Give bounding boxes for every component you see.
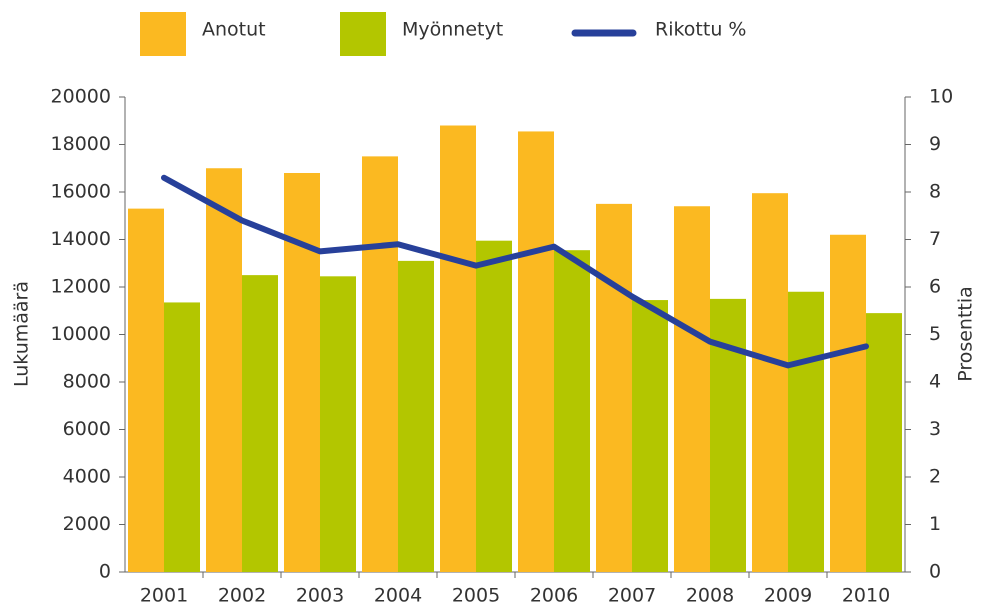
x-tick-label: 2007 bbox=[608, 585, 656, 607]
legend-label: Myönnetyt bbox=[402, 19, 503, 41]
y-tick-label: 4000 bbox=[63, 466, 111, 488]
legend-label: Rikottu % bbox=[655, 19, 746, 41]
bar bbox=[674, 206, 710, 572]
bar bbox=[206, 168, 242, 572]
bar bbox=[164, 302, 200, 572]
bar bbox=[632, 300, 668, 572]
legend-swatch bbox=[140, 12, 186, 56]
y-axis-label: Lukumäärä bbox=[11, 281, 33, 387]
x-tick-label: 2006 bbox=[530, 585, 578, 607]
y-tick-label: 0 bbox=[99, 561, 111, 583]
bar bbox=[362, 156, 398, 572]
x-tick-label: 2002 bbox=[218, 585, 266, 607]
y2-tick-label: 1 bbox=[929, 513, 941, 535]
y2-tick-label: 8 bbox=[929, 181, 941, 203]
bar bbox=[752, 193, 788, 572]
y-tick-label: 6000 bbox=[63, 418, 111, 440]
legend-swatch bbox=[340, 12, 386, 56]
bar bbox=[554, 250, 590, 572]
y2-tick-label: 10 bbox=[929, 86, 953, 108]
bar bbox=[320, 276, 356, 572]
y-tick-label: 2000 bbox=[63, 513, 111, 535]
bar bbox=[284, 173, 320, 572]
x-tick-label: 2010 bbox=[842, 585, 890, 607]
y2-tick-label: 0 bbox=[929, 561, 941, 583]
y2-tick-label: 4 bbox=[929, 371, 941, 393]
bar bbox=[596, 203, 632, 572]
y-tick-label: 16000 bbox=[51, 181, 111, 203]
line bbox=[161, 174, 869, 369]
y2-tick-label: 3 bbox=[929, 418, 941, 440]
y2-tick-label: 9 bbox=[929, 133, 941, 155]
bar bbox=[440, 125, 476, 572]
y-tick-label: 14000 bbox=[51, 228, 111, 250]
bar bbox=[242, 275, 278, 572]
bar bbox=[128, 208, 164, 572]
bar bbox=[476, 240, 512, 572]
bar bbox=[866, 313, 902, 572]
x-tick-label: 2005 bbox=[452, 585, 500, 607]
y-tick-label: 20000 bbox=[51, 86, 111, 108]
bar bbox=[710, 298, 746, 572]
x-tick-label: 2009 bbox=[764, 585, 812, 607]
bar bbox=[518, 131, 554, 572]
y2-tick-label: 2 bbox=[929, 466, 941, 488]
x-tick-label: 2003 bbox=[296, 585, 344, 607]
bar bbox=[788, 291, 824, 572]
y2-tick-label: 5 bbox=[929, 323, 941, 345]
y2-axis-label: Prosenttia bbox=[955, 286, 977, 382]
y2-tick-label: 6 bbox=[929, 276, 941, 298]
y-tick-label: 12000 bbox=[51, 276, 111, 298]
y2-tick-label: 7 bbox=[929, 228, 941, 250]
legend-label: Anotut bbox=[202, 19, 266, 41]
x-tick-label: 2004 bbox=[374, 585, 422, 607]
x-tick-label: 2001 bbox=[140, 585, 188, 607]
bar bbox=[830, 234, 866, 572]
y-tick-label: 18000 bbox=[51, 133, 111, 155]
bar bbox=[398, 260, 434, 572]
y-tick-label: 8000 bbox=[63, 371, 111, 393]
y-tick-label: 10000 bbox=[51, 323, 111, 345]
x-tick-label: 2008 bbox=[686, 585, 734, 607]
